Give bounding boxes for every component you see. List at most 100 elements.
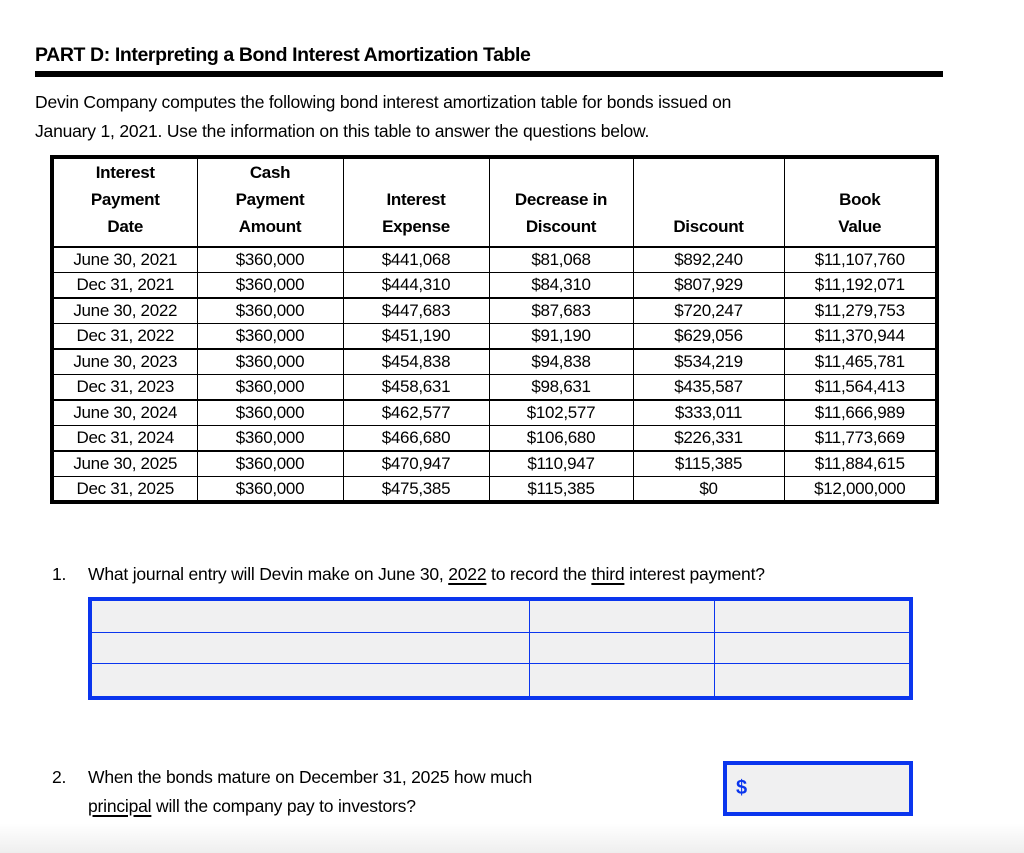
journal-cell-r2c2[interactable] — [529, 632, 715, 665]
cell-cash-payment: $360,000 — [196, 476, 343, 502]
cell-interest-expense: $441,068 — [342, 247, 489, 273]
principal-answer-box[interactable]: $ — [723, 761, 913, 816]
cell-interest-expense: $458,631 — [342, 374, 489, 400]
cell-decrease-discount: $110,947 — [488, 451, 633, 477]
cell-decrease-discount: $91,190 — [488, 323, 633, 349]
cell-cash-payment: $360,000 — [196, 272, 343, 298]
question-1-number: 1. — [52, 564, 67, 584]
header-interest-expense: Interest Expense — [342, 157, 489, 248]
header-cash-payment-amount: Cash Payment Amount — [196, 157, 343, 248]
cell-interest-expense: $454,838 — [342, 349, 489, 375]
cell-book-value: $11,465,781 — [783, 349, 937, 375]
cell-book-value: $12,000,000 — [783, 476, 937, 502]
cell-cash-payment: $360,000 — [196, 451, 343, 477]
table-row: June 30, 2025 $360,000 $470,947 $110,947… — [52, 451, 937, 477]
cell-discount: $435,587 — [632, 374, 784, 400]
cell-interest-expense: $466,680 — [342, 425, 489, 451]
intro-line-1: Devin Company computes the following bon… — [35, 92, 732, 112]
cell-book-value: $11,666,989 — [783, 400, 937, 426]
cell-date: June 30, 2022 — [73, 301, 178, 320]
cell-interest-expense: $470,947 — [342, 451, 489, 477]
table-row: Dec 31, 2021 $360,000 $444,310 $84,310 $… — [52, 272, 937, 298]
table-row: June 30, 2023 $360,000 $454,838 $94,838 … — [52, 349, 937, 375]
question-2-number: 2. — [52, 767, 67, 787]
journal-cell-r3c3[interactable] — [714, 664, 909, 696]
cell-decrease-discount: $106,680 — [488, 425, 633, 451]
cell-book-value: $11,564,413 — [783, 374, 937, 400]
cell-book-value: $11,884,615 — [783, 451, 937, 477]
table-row: Dec 31, 2022 $360,000 $451,190 $91,190 $… — [52, 323, 937, 349]
table-row: June 30, 2022 $360,000 $447,683 $87,683 … — [52, 298, 937, 324]
journal-cell-r1c1[interactable] — [92, 601, 530, 633]
cell-discount: $226,331 — [632, 425, 784, 451]
header-discount: Discount — [632, 157, 784, 248]
header-row: Interest Payment Date Cash Payment Amoun… — [52, 157, 937, 248]
cell-interest-expense: $447,683 — [342, 298, 489, 324]
cell-discount: $720,247 — [632, 298, 784, 324]
cell-cash-payment: $360,000 — [196, 374, 343, 400]
cell-date: June 30, 2024 — [73, 403, 178, 422]
journal-entry-table — [88, 597, 913, 700]
journal-cell-r1c3[interactable] — [714, 601, 909, 633]
cell-decrease-discount: $84,310 — [488, 272, 633, 298]
cell-decrease-discount: $115,385 — [488, 476, 633, 502]
cell-decrease-discount: $94,838 — [488, 349, 633, 375]
cell-date: Dec 31, 2021 — [76, 275, 175, 294]
page-title: PART D: Interpreting a Bond Interest Amo… — [35, 44, 531, 66]
cell-book-value: $11,192,071 — [783, 272, 937, 298]
cell-discount: $333,011 — [632, 400, 784, 426]
cell-date: Dec 31, 2025 — [76, 478, 175, 498]
cell-cash-payment: $360,000 — [196, 425, 343, 451]
cell-book-value: $11,107,760 — [783, 247, 937, 273]
cell-cash-payment: $360,000 — [196, 323, 343, 349]
header-book-value: Book Value — [783, 157, 937, 248]
cell-date: June 30, 2021 — [73, 250, 178, 269]
title-rule — [35, 71, 943, 77]
table-row: Dec 31, 2025 $360,000 $475,385 $115,385 … — [52, 476, 937, 502]
cell-cash-payment: $360,000 — [196, 349, 343, 375]
intro-paragraph: Devin Company computes the following bon… — [35, 88, 975, 146]
cell-cash-payment: $360,000 — [196, 247, 343, 273]
cell-cash-payment: $360,000 — [196, 400, 343, 426]
table-row: June 30, 2021 $360,000 $441,068 $81,068 … — [52, 247, 937, 273]
amortization-table: Interest Payment Date Cash Payment Amoun… — [50, 155, 939, 504]
cell-book-value: $11,279,753 — [783, 298, 937, 324]
dollar-sign-label: $ — [736, 777, 747, 799]
cell-date: June 30, 2023 — [73, 352, 178, 371]
cell-decrease-discount: $102,577 — [488, 400, 633, 426]
cell-cash-payment: $360,000 — [196, 298, 343, 324]
question-2: 2. When the bonds mature on December 31,… — [52, 763, 672, 821]
cell-interest-expense: $475,385 — [342, 476, 489, 502]
intro-line-2: January 1, 2021. Use the information on … — [35, 121, 650, 141]
journal-cell-r2c3[interactable] — [714, 632, 909, 665]
cell-date: Dec 31, 2024 — [76, 428, 175, 447]
cell-discount: $892,240 — [632, 247, 784, 273]
cell-discount: $534,219 — [632, 349, 784, 375]
cell-discount: $115,385 — [632, 451, 784, 477]
question-1: 1. What journal entry will Devin make on… — [52, 560, 982, 589]
page-bottom-shadow — [0, 823, 1024, 853]
underlined-2022: 2022 — [448, 564, 487, 584]
underlined-principal: principal — [88, 796, 152, 816]
table-row: Dec 31, 2024 $360,000 $466,680 $106,680 … — [52, 425, 937, 451]
cell-interest-expense: $451,190 — [342, 323, 489, 349]
cell-decrease-discount: $98,631 — [488, 374, 633, 400]
cell-discount: $629,056 — [632, 323, 784, 349]
journal-cell-r3c1[interactable] — [92, 664, 530, 696]
header-decrease-in-discount: Decrease in Discount — [488, 157, 633, 248]
cell-book-value: $11,370,944 — [783, 323, 937, 349]
header-interest-payment-date: Interest Payment Date — [52, 157, 197, 248]
table-row: June 30, 2024 $360,000 $462,577 $102,577… — [52, 400, 937, 426]
journal-cell-r3c2[interactable] — [529, 664, 715, 696]
question-1-text: What journal entry will Devin make on Ju… — [88, 564, 765, 584]
cell-date: June 30, 2025 — [73, 454, 178, 473]
cell-discount: $0 — [632, 476, 784, 502]
question-2-text: When the bonds mature on December 31, 20… — [88, 767, 533, 816]
underlined-third: third — [591, 564, 625, 584]
journal-cell-r1c2[interactable] — [529, 601, 715, 633]
journal-cell-r2c1[interactable] — [92, 632, 530, 665]
cell-date: Dec 31, 2022 — [76, 326, 175, 345]
table-row: Dec 31, 2023 $360,000 $458,631 $98,631 $… — [52, 374, 937, 400]
cell-discount: $807,929 — [632, 272, 784, 298]
